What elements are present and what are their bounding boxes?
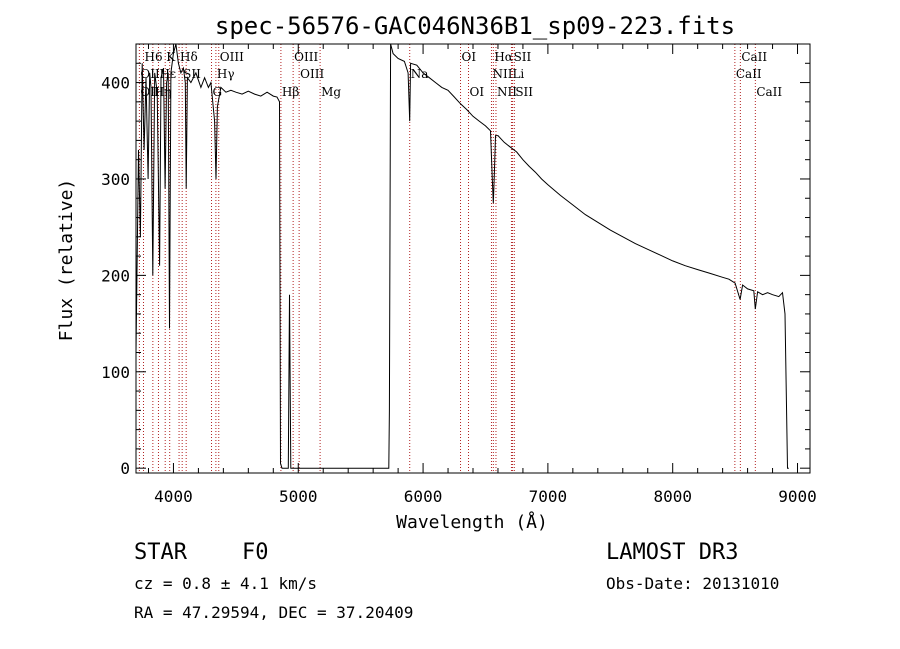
x-tick-label: 8000 bbox=[653, 487, 692, 506]
x-tick-label: 6000 bbox=[404, 487, 443, 506]
line-label: CaII bbox=[741, 50, 767, 64]
line-label: Hδ bbox=[180, 50, 198, 64]
line-label: Hβ bbox=[282, 85, 299, 99]
x-axis-label: Wavelength (Å) bbox=[396, 511, 548, 533]
line-label: K bbox=[166, 50, 176, 64]
coordinates: RA = 47.29594, DEC = 37.20409 bbox=[134, 603, 414, 622]
line-label: H6 bbox=[144, 50, 162, 64]
line-label: OIII bbox=[294, 50, 318, 64]
y-tick-label: 200 bbox=[101, 266, 130, 285]
line-label: OIII bbox=[300, 67, 324, 81]
y-tick-label: 0 bbox=[120, 459, 130, 478]
y-tick-label: 400 bbox=[101, 74, 130, 93]
chart-title: spec-56576-GAC046N36B1_sp09-223.fits bbox=[215, 12, 735, 40]
y-tick-label: 300 bbox=[101, 170, 130, 189]
line-label: SII bbox=[515, 85, 533, 99]
line-label: NII bbox=[492, 67, 512, 81]
plot-frame bbox=[135, 43, 811, 474]
line-label: Li bbox=[512, 67, 524, 81]
y-tick-label: 100 bbox=[101, 363, 130, 382]
line-label: Mg bbox=[321, 85, 341, 99]
line-label: OI bbox=[470, 85, 485, 99]
spectrum-plot bbox=[135, 43, 789, 469]
obs-date: Obs-Date: 20131010 bbox=[606, 574, 780, 593]
x-tick-label: 7000 bbox=[529, 487, 568, 506]
x-tick-label: 5000 bbox=[279, 487, 318, 506]
axes: 4000 5000 6000 7000 8000 9000 0 100 200 300 400 bbox=[101, 44, 817, 506]
line-label: OIII bbox=[220, 50, 244, 64]
subclass-label: F0 bbox=[242, 540, 269, 565]
line-label: Hη bbox=[154, 85, 172, 99]
cz-value: cz = 0.8 ± 4.1 km/s bbox=[134, 574, 318, 593]
line-label: Hα bbox=[494, 50, 513, 64]
x-tick-label: 4000 bbox=[154, 487, 193, 506]
line-label: Na bbox=[411, 67, 429, 81]
class-label: STAR bbox=[134, 540, 187, 565]
line-label: G bbox=[213, 85, 223, 99]
survey-label: LAMOST DR3 bbox=[606, 540, 739, 565]
line-label: NII bbox=[497, 85, 517, 99]
y-axis-label: Flux (relative) bbox=[56, 179, 77, 342]
x-tick-label: 9000 bbox=[778, 487, 817, 506]
line-label: CaII bbox=[756, 85, 782, 99]
line-label: OI bbox=[462, 50, 477, 64]
line-label: SII bbox=[514, 50, 532, 64]
line-label: Hγ bbox=[217, 67, 235, 81]
line-label: CaII bbox=[736, 67, 762, 81]
spectral-line-markers bbox=[138, 44, 756, 473]
spectrum-line bbox=[135, 43, 789, 469]
